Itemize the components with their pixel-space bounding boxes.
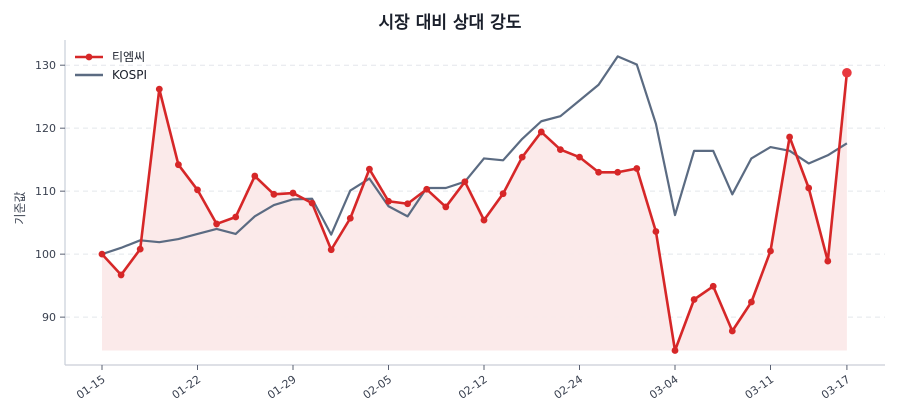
data-point-marker	[232, 213, 240, 221]
data-point-marker	[194, 186, 201, 194]
legend-label: 티엠씨	[112, 50, 145, 64]
y-tick-label: 100	[35, 248, 56, 261]
data-point-marker	[117, 271, 125, 279]
data-point-marker	[805, 184, 813, 192]
data-point-marker	[595, 168, 602, 176]
data-point-marker	[480, 216, 488, 224]
data-point-marker	[767, 247, 774, 255]
data-point-marker	[537, 128, 545, 136]
data-point-marker	[748, 298, 755, 306]
data-point-marker	[728, 327, 736, 335]
series-line-tmc	[101, 72, 849, 352]
data-point-marker	[327, 246, 335, 254]
x-tick-label: 02-24	[552, 373, 586, 402]
x-tick-label: 01-22	[170, 373, 204, 402]
x-axis-ticks: 01-15 01-22 01-29 02-05 02-12 02-24 03-04 03-11…	[74, 365, 853, 402]
series-lines	[98, 55, 852, 354]
data-point-marker	[518, 153, 526, 161]
legend: 티엠씨 KOSPI	[75, 50, 147, 82]
data-point-marker	[213, 220, 221, 228]
axes	[64, 40, 885, 366]
y-tick-label: 120	[35, 122, 56, 135]
chart-title: 시장 대비 상대 강도	[379, 13, 522, 33]
data-point-marker	[251, 172, 259, 180]
data-point-marker	[786, 133, 793, 141]
y-tick-label: 90	[42, 311, 56, 324]
data-point-marker	[366, 165, 373, 173]
data-point-marker	[824, 257, 832, 265]
data-point-marker	[557, 146, 564, 153]
last-point-marker	[842, 67, 852, 78]
y-axis-ticks: 90 100 110 120 130	[35, 59, 65, 324]
area-fill	[102, 72, 847, 351]
data-point-marker	[385, 197, 392, 205]
data-point-marker	[499, 190, 507, 198]
x-tick-label: 03-04	[647, 373, 681, 402]
data-point-marker	[346, 214, 354, 222]
data-point-marker	[136, 245, 144, 253]
x-tick-label: 01-15	[74, 373, 108, 402]
data-point-marker	[308, 199, 316, 207]
data-point-marker	[289, 189, 297, 197]
data-point-marker	[461, 178, 469, 186]
data-point-marker	[633, 165, 641, 172]
data-point-marker	[404, 200, 411, 208]
y-tick-label: 130	[35, 59, 56, 72]
data-point-marker	[423, 185, 431, 193]
data-point-marker	[98, 250, 106, 258]
x-tick-label: 03-11	[743, 373, 777, 402]
legend-marker-icon	[85, 53, 93, 61]
x-tick-label: 03-17	[819, 373, 853, 402]
data-point-marker	[652, 228, 660, 235]
data-point-marker	[442, 203, 450, 211]
x-tick-label: 01-29	[265, 373, 299, 402]
data-point-marker	[576, 153, 583, 161]
x-tick-label: 02-12	[456, 373, 490, 402]
x-tick-label: 02-05	[361, 373, 395, 402]
data-point-marker	[175, 161, 182, 169]
data-point-marker	[671, 347, 679, 354]
data-point-marker	[690, 296, 698, 303]
data-point-marker	[709, 282, 717, 290]
area-fill-tmc	[102, 72, 847, 351]
data-point-marker	[155, 85, 163, 93]
series-line-kospi	[101, 55, 848, 256]
data-point-marker	[270, 190, 278, 198]
y-tick-label: 110	[35, 185, 56, 198]
y-axis-label: 기준값	[13, 191, 27, 224]
legend-label: KOSPI	[112, 68, 147, 82]
data-point-marker	[614, 168, 622, 176]
